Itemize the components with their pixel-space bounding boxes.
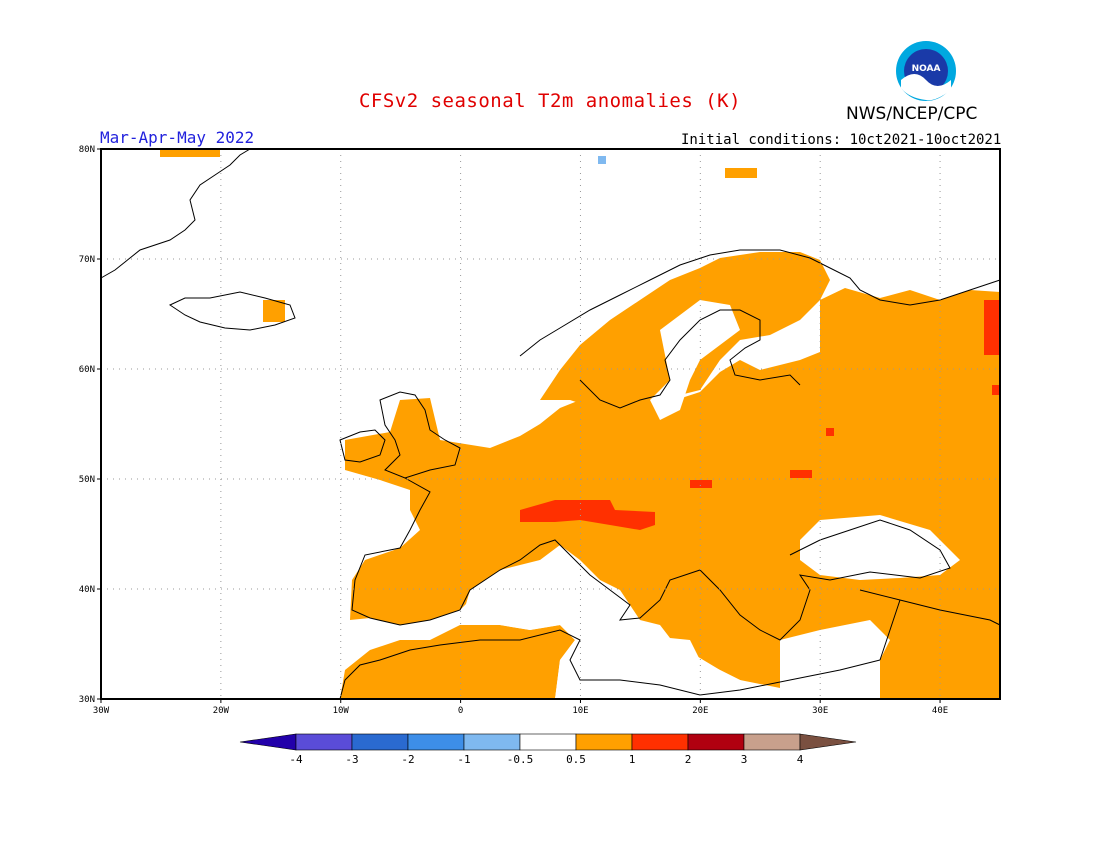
coastline-baltic [579,309,801,409]
coastline-turkey [859,589,1001,626]
longitude-label: 10W [333,706,350,716]
longitude-label: 30E [812,706,828,716]
colorbar-segment-min [239,733,297,751]
warm-hotspot-belarus [826,428,834,436]
latitude-label: 70N [79,255,95,265]
longitude-label: 20E [692,706,708,716]
coastline-levant [879,599,901,661]
latitude-label: 60N [79,365,95,375]
colorbar-segment [687,733,745,751]
neutral-region-levant [780,620,890,699]
longitude-label: 40E [932,706,948,716]
coastline-britain [379,391,461,479]
forecast-period: Mar-Apr-May 2022 [100,128,255,147]
initial-conditions: Initial conditions: 10ct2021-10oct2021 [681,132,1002,148]
latitude-label: 80N [79,145,95,155]
longitude-label: 10E [572,706,588,716]
logo-text: NOAA [912,64,941,74]
anomaly-patch-greenland [160,149,220,157]
anomaly-region-middle-east [880,600,1000,699]
map-frame [100,148,1001,700]
warm-hotspot-slovakia [690,480,712,488]
colorbar-label: -2 [401,753,414,766]
warm-hotspot-ukraine [790,470,812,478]
longitude-label: 30W [93,706,110,716]
coastline-ireland [339,429,386,463]
neutral-region-baltic [650,300,740,420]
longitude-label: 0 [458,706,463,716]
colorbar-label: -1 [457,753,470,766]
coastline-iceland [168,291,296,331]
colorbar-label: 2 [685,753,692,766]
noaa-logo-icon: NOAA [896,41,956,101]
colorbar-label: 4 [797,753,804,766]
coastline-south-europe [351,477,951,641]
cool-cell-svalbard [598,156,606,164]
colorbar-label: 0.5 [566,753,586,766]
latitude-label: 50N [79,475,95,485]
neutral-region-mediterranean [460,560,780,699]
colorbar: -4 -3 -2 -1 -0.5 0.5 1 2 3 4 [239,733,857,766]
coastline-scandinavia-north [519,249,1001,357]
colorbar-segment [463,733,521,751]
colorbar-label: -3 [345,753,358,766]
longitude-labels: 30W 20W 10W 0 10E 20E 30E 40E [93,699,948,716]
colorbar-label: -4 [289,753,303,766]
latitude-labels: 30N 40N 50N 60N 70N 80N [79,145,101,705]
colorbar-segment [743,733,801,751]
warm-hotspot-russia [984,300,1000,355]
neutral-region-black-sea [800,515,960,580]
chart-title: CFSv2 seasonal T2m anomalies (K) [358,90,742,112]
colorbar-segment [407,733,465,751]
warm-hotspot-alps [520,500,655,530]
coastline-north-africa [339,629,881,700]
colorbar-segment [519,733,577,751]
colorbar-label: -0.5 [507,753,534,766]
warm-hotspot-russia-2 [992,385,1000,395]
colorbar-label: 3 [741,753,748,766]
colorbar-segment [575,733,633,751]
latitude-label: 40N [79,585,95,595]
coastline-greenland [100,148,251,279]
anomaly-patch-iceland [263,300,285,322]
longitude-label: 20W [213,706,230,716]
anomaly-region-north-africa [340,625,575,699]
colorbar-segment [631,733,689,751]
anomaly-fill-layer [160,149,1000,699]
colorbar-label: 1 [629,753,636,766]
colorbar-segment [295,733,353,751]
anomaly-patch-svalbard [725,168,757,178]
colorbar-segment [351,733,409,751]
colorbar-segment-max [799,733,857,751]
agency-label: NWS/NCEP/CPC [846,104,978,124]
coastlines [100,148,1001,700]
anomaly-region-europe [345,288,1000,699]
latitude-label: 30N [79,695,95,705]
